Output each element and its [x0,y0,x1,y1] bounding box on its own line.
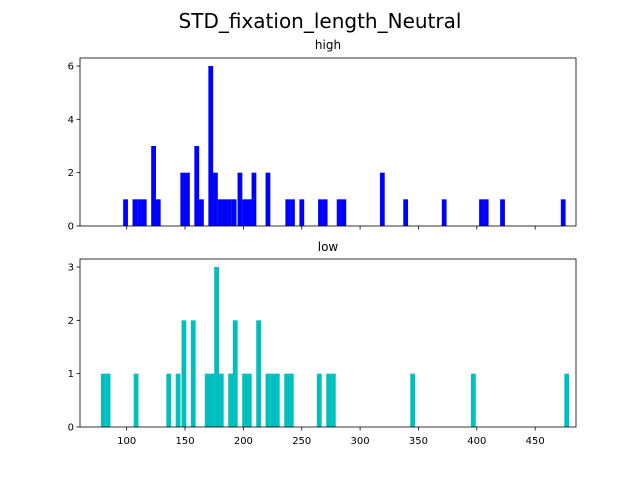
histogram-bar-high-24 [318,199,323,226]
histogram-bar-high-7 [185,172,190,226]
histogram-bar-low-19 [284,373,290,427]
histogram-bar-high-10 [208,66,214,226]
histogram-bar-low-14 [246,373,252,427]
histogram-bar-low-10 [218,373,224,427]
histogram-bar-low-15 [256,320,262,427]
x-tick-label-low-2: 200 [234,436,253,447]
histogram-bar-low-0 [101,373,106,427]
histogram-bar-low-16 [265,373,271,427]
histogram-bar-high-2 [137,199,142,226]
histogram-bar-high-25 [322,199,328,226]
x-axis-low: 100 150 200 250 300 350 400 450 [117,427,545,447]
y-tick-label-low-2: 2 [68,316,74,327]
histogram-bar-low-9 [214,267,219,427]
histogram-bar-low-25 [470,373,476,427]
histogram-bar-high-15 [231,199,237,226]
x-tick-label-low-4: 300 [351,436,370,447]
subplot-high: high 0 2 4 6 [68,38,577,233]
x-tick-label-low-3: 250 [292,436,311,447]
histogram-bar-high-5 [155,199,161,226]
histogram-bar-high-31 [479,199,484,226]
x-tick-label-low-0: 100 [117,436,136,447]
histogram-bar-low-6 [190,320,196,427]
histogram-bar-high-13 [222,199,228,226]
histogram-bar-low-24 [410,373,416,427]
histogram-bar-high-29 [403,199,409,226]
figure-suptitle: STD_fixation_length_Neutral [179,9,462,33]
histogram-bar-high-33 [500,199,505,226]
histogram-bar-high-8 [194,146,200,226]
histogram-bar-high-19 [251,172,257,226]
histogram-bar-high-14 [227,199,232,226]
x-axis-high [126,226,536,230]
subplot-low: low 0 1 2 3 100 150 200 250 300 350 400 450 [68,240,577,447]
histogram-bar-high-12 [217,199,223,226]
y-tick-label-high-2: 4 [68,115,74,126]
histogram-bar-low-7 [204,373,210,427]
histogram-bar-high-3 [141,199,147,226]
histogram-bar-low-1 [105,373,111,427]
x-tick-label-low-7: 450 [526,436,545,447]
histogram-bar-high-16 [237,172,243,226]
histogram-bar-high-23 [299,199,305,226]
histogram-bar-high-4 [151,146,156,226]
histogram-bar-low-23 [330,373,336,427]
bars-high [123,66,566,226]
histogram-bar-high-34 [560,199,566,226]
histogram-bar-high-0 [123,199,128,226]
histogram-bar-low-11 [228,373,233,427]
x-tick-label-low-5: 350 [409,436,428,447]
subplot-title-high: high [315,38,341,52]
histogram-bar-high-27 [341,199,347,226]
histogram-bar-high-6 [180,172,186,226]
histogram-bar-high-21 [285,199,291,226]
y-tick-label-high-0: 0 [68,222,74,233]
histogram-bar-high-22 [290,199,295,226]
histogram-bar-high-17 [242,199,247,226]
y-tick-label-low-3: 3 [68,263,74,274]
y-tick-label-low-1: 1 [68,369,74,380]
histogram-bar-high-32 [483,199,489,226]
y-axis-high: 0 2 4 6 [68,62,80,233]
bars-low [101,267,570,427]
histogram-bar-low-4 [175,373,181,427]
plot-frame-low [79,258,577,428]
histogram-bar-high-28 [379,172,385,226]
y-axis-low: 0 1 2 3 [68,263,80,434]
x-tick-label-low-1: 150 [175,436,194,447]
y-tick-label-high-1: 2 [68,168,74,179]
histogram-bar-low-17 [270,373,276,427]
histogram-bar-low-5 [181,320,187,427]
subplot-title-low: low [318,240,339,254]
histogram-bar-high-9 [199,199,204,226]
histogram-bar-low-18 [274,373,280,427]
y-tick-label-high-3: 6 [68,62,74,73]
histogram-bar-low-8 [209,373,215,427]
histogram-bar-high-30 [441,199,447,226]
histogram-bar-high-11 [213,172,218,226]
histogram-bar-high-1 [132,199,138,226]
histogram-bar-high-18 [246,199,252,226]
histogram-bar-low-21 [316,373,322,427]
histogram-bar-low-22 [326,373,332,427]
plot-frame-high [79,57,577,227]
histogram-bar-low-2 [133,373,139,427]
y-tick-label-low-0: 0 [68,423,74,434]
histogram-bar-low-20 [288,373,294,427]
histogram-bar-high-26 [336,199,342,226]
histogram-bar-low-13 [242,373,247,427]
histogram-bar-low-3 [166,373,172,427]
histogram-bar-low-12 [232,320,238,427]
x-tick-label-low-6: 400 [467,436,486,447]
histogram-bar-high-20 [265,172,271,226]
histogram-bar-low-26 [564,373,570,427]
